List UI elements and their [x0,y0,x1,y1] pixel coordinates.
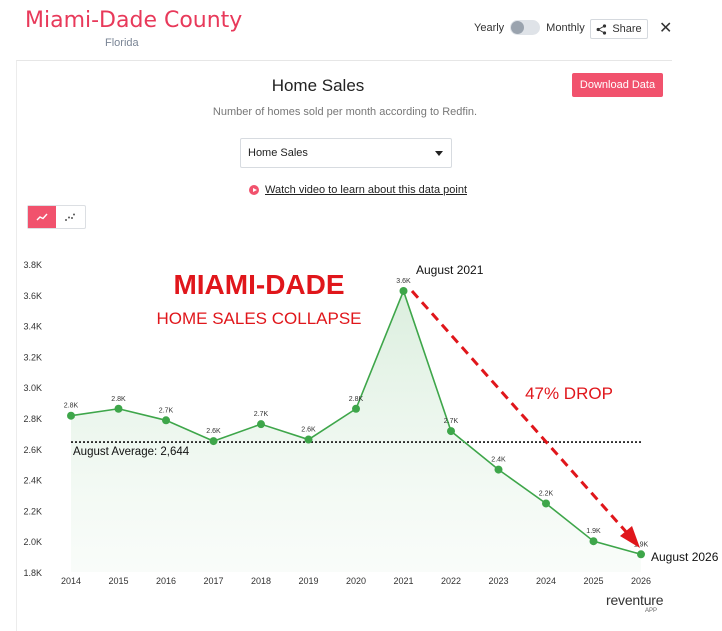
switch-knob [511,21,525,34]
drop-annotation: 47% DROP [525,384,613,403]
y-axis: 1.8K 2.0K 2.2K 2.4K 2.6K 2.8K 3.0K 3.2K 3.4K 3.6K… [23,260,42,578]
x-tick-label: 2021 [393,576,413,586]
data-label: 2.6K [206,428,221,435]
y-tick-label: 3.0K [23,383,42,393]
y-tick-label: 2.8K [23,414,42,424]
county-title: Miami-Dade County [25,8,243,33]
y-tick-label: 3.6K [23,291,42,301]
scatter-chart-button[interactable] [56,206,84,228]
data-points [67,286,645,559]
data-point [447,427,455,436]
x-tick-label: 2018 [251,576,271,586]
state-subtitle: Florida [105,37,139,49]
y-tick-label: 2.2K [23,506,42,516]
share-icon [596,23,607,35]
metric-select-value: Home Sales [248,147,308,159]
reventure-logo-sub: APP [645,608,658,614]
y-tick-label: 3.4K [23,322,42,332]
caret-down-icon [435,151,443,156]
y-tick-label: 2.0K [23,537,42,547]
x-tick-label: 2024 [536,576,556,586]
scatter-chart-icon [65,213,75,221]
data-label: 2.8K [349,396,364,403]
data-point [399,286,408,295]
reventure-logo: reventure [606,592,664,608]
data-label: 2.7K [254,411,269,418]
y-tick-label: 1.8K [23,568,42,578]
x-tick-label: 2022 [441,576,461,586]
average-annotation: August Average: 2,644 [73,446,190,458]
period-toggle: Yearly Monthly [474,20,585,35]
data-point [352,404,360,413]
data-label: 2.8K [64,403,79,410]
data-point [494,465,503,474]
chart-title: Home Sales [271,76,365,95]
x-tick-label: 2025 [583,576,603,586]
close-icon[interactable]: ✕ [659,20,673,37]
data-labels: 2.8K 2.8K 2.7K 2.6K 2.7K 2.6K 2.8K 3.6K 2.7K 2.4K… [64,278,649,548]
chart-card [16,60,672,631]
x-tick-label: 2019 [298,576,318,586]
x-tick-label: 2023 [488,576,508,586]
x-tick-label: 2020 [346,576,366,586]
end-annotation: August 2026 [651,550,719,564]
data-point [209,437,218,446]
watch-video-link[interactable]: Watch video to learn about this data poi… [249,184,467,196]
data-label: 2.4K [491,457,506,464]
drop-arrow-line [410,290,630,535]
x-tick-label: 2017 [203,576,223,586]
x-axis: 2014 2015 2016 2017 2018 2019 2020 2021 2022 2023… [61,576,651,586]
drop-arrowhead [620,526,640,548]
period-switch[interactable] [510,20,541,35]
x-tick-label: 2014 [61,576,81,586]
data-point [542,499,550,508]
y-tick-label: 2.4K [23,476,42,486]
play-icon [249,185,259,195]
share-label: Share [612,23,642,35]
download-data-button[interactable]: Download Data [572,73,663,97]
data-point [162,416,170,425]
data-label: 2.6K [301,427,316,434]
x-tick-label: 2015 [108,576,128,586]
watch-video-text: Watch video to learn about this data poi… [265,184,467,196]
x-tick-label: 2016 [156,576,176,586]
data-label: 2.8K [111,396,126,403]
data-label: 2.7K [444,418,459,425]
data-point [637,550,645,559]
data-point [304,435,313,444]
subheadline-annotation: HOME SALES COLLAPSE [156,309,361,328]
data-label: 1.9K [586,528,601,535]
y-tick-label: 2.6K [23,445,42,455]
area-fill [71,290,641,572]
chart-description: Number of homes sold per month according… [212,106,478,118]
data-point [257,420,265,429]
data-point [589,537,598,546]
y-tick-label: 3.2K [23,352,42,362]
data-point [67,411,75,420]
line-chart-button[interactable] [28,206,56,228]
share-button[interactable]: Share [590,19,648,39]
data-label: 1.9K [634,541,649,548]
data-point [114,404,123,413]
chart-type-toggle [27,205,86,229]
line-chart-icon [36,213,48,221]
data-label: 2.7K [159,407,174,414]
toggle-monthly-label[interactable]: Monthly [546,21,585,34]
y-tick-label: 3.8K [23,260,42,270]
x-tick-label: 2026 [631,576,651,586]
data-label: 3.6K [396,278,411,285]
data-label: 2.2K [539,490,554,497]
headline-annotation: MIAMI-DADE [173,269,344,300]
toggle-yearly-label[interactable]: Yearly [474,21,505,34]
metric-select[interactable]: Home Sales [240,138,452,168]
peak-annotation: August 2021 [416,263,484,277]
